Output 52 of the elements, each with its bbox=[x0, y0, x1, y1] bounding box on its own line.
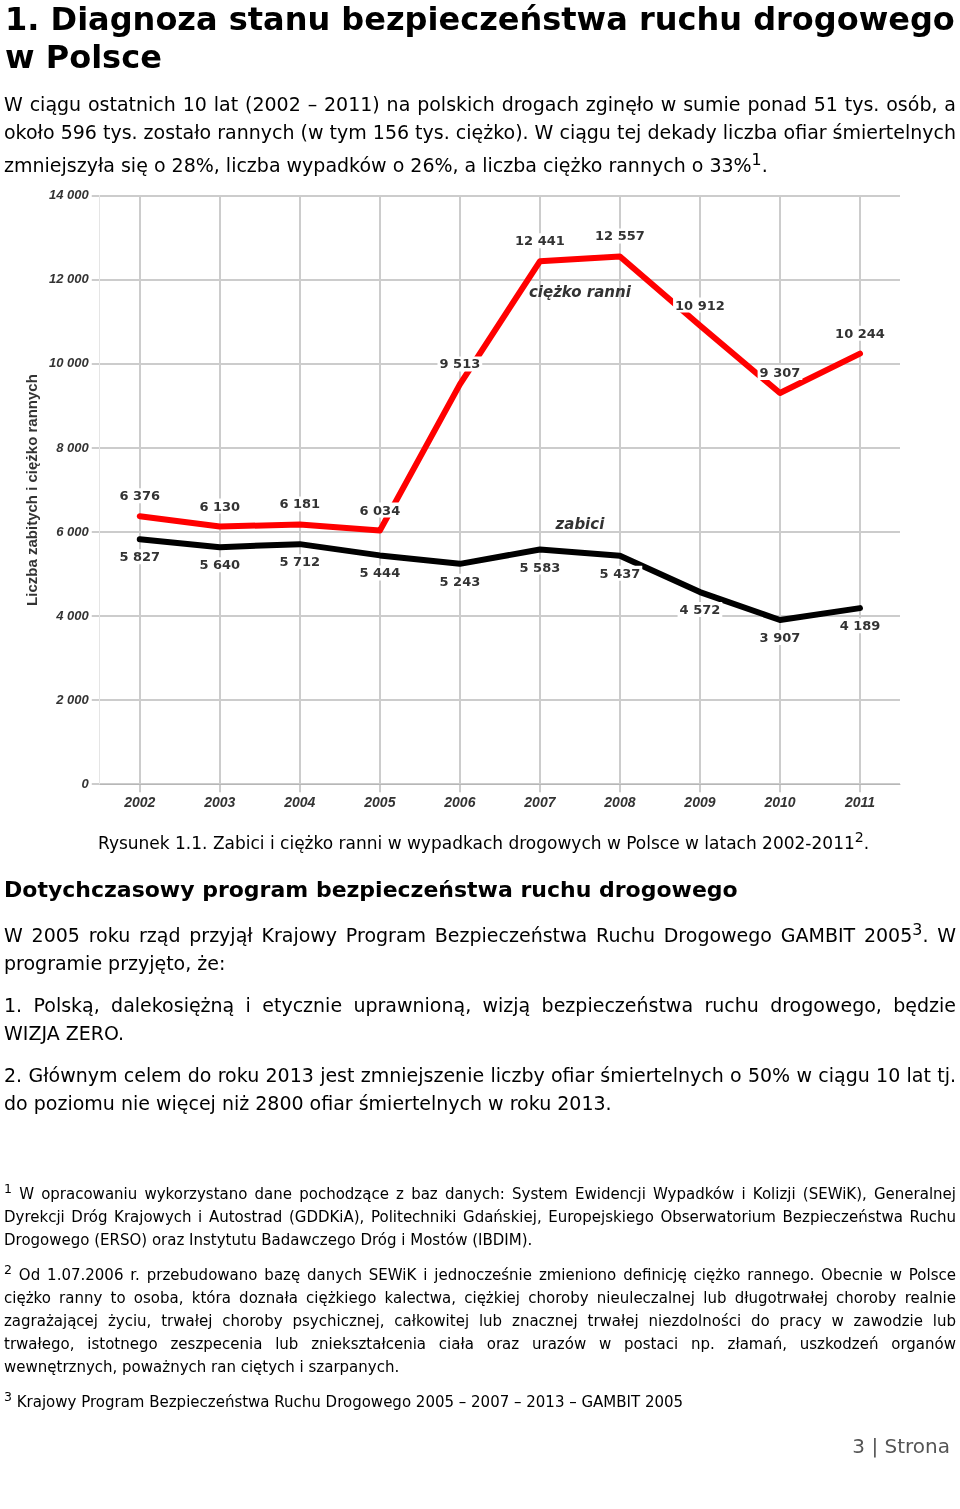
data-label: 6 034 bbox=[359, 502, 401, 518]
y-tick-label: 14 000 bbox=[49, 187, 90, 203]
x-tick-label: 2007 bbox=[523, 794, 557, 811]
y-tick-label: 2 000 bbox=[55, 692, 90, 708]
text: $^{1}$ W opracowaniu wykorzystano dane pochodzące z baz danych: System Ewidencji Wypadków i Kolizji (SEWiK), Generalnej Dyrekcji Dróg Krajowych i Autostrad (GDDKiA), Politechniki Gdańskiej, Europejskiego Obserwatorium Bezpieczeństwa Ruchu Drogowego (ERSO) oraz Instytutu Badawczego Dróg i Mostów (IBDIM). bbox=[4, 1180, 956, 1252]
series-label: ciężko ranni bbox=[528, 283, 632, 302]
data-label: 4 572 bbox=[679, 602, 721, 618]
text: Rysunek 1.1. Zabici i ciężko ranni w wypadkach drogowych w Polsce w latach 2002-2011$^{2}$. bbox=[98, 829, 871, 853]
x-tick-label: 2002 bbox=[123, 794, 156, 811]
text: $^{3}$ Krajowy Program Bezpieczeństwa Ruchu Drogowego 2005 – 2007 – 2013 – GAMBIT 2005 bbox=[4, 1388, 685, 1414]
data-label: 12 441 bbox=[515, 233, 565, 249]
data-label: 3 907 bbox=[759, 630, 801, 646]
series-label: zabici bbox=[554, 514, 606, 533]
text: W 2005 roku rząd przyjął Krajowy Program Bezpieczeństwa Ruchu Drogowego GAMBIT 2005$^{3}$. W programie przyjęto, że: bbox=[4, 919, 956, 975]
data-label: 6 376 bbox=[119, 488, 161, 504]
data-label: 10 244 bbox=[835, 325, 885, 341]
data-label: 5 712 bbox=[279, 554, 321, 570]
chart-subtitle: W ciągu ostatnich 10 lat (2002 – 2011) na polskich drogach zginęło w sumie ponad 51 tys. osób, a około 596 tys. zostało rannych (w tym 156 tys. ciężko). W ciągu tej dekady liczba ofiar śmiertelnych zmniejszyła się o 28%, liczba wypadków o 26%, a liczba ciężko rannych o 33%$^{1}$. bbox=[4, 92, 957, 179]
data-label: 5 243 bbox=[439, 574, 481, 590]
x-tick-label: 2006 bbox=[443, 794, 476, 811]
y-axis-title: Liczba zabitych i ciężko rannych bbox=[23, 374, 41, 607]
data-label: 6 181 bbox=[279, 496, 321, 512]
text: 2. Głównym celem do roku 2013 jest zmniejszenie liczby ofiar śmiertelnych o 50% w ciągu 10 lat tj. do poziomu nie więcej niż 2800 ofiar śmiertelnych w roku 2013. bbox=[4, 1063, 956, 1117]
data-label: 9 307 bbox=[759, 365, 801, 381]
x-tick-label: 2009 bbox=[683, 794, 716, 811]
data-label: 4 189 bbox=[839, 618, 881, 634]
x-tick-label: 2010 bbox=[763, 794, 796, 811]
x-tick-label: 2003 bbox=[203, 794, 236, 811]
data-label: 5 444 bbox=[359, 565, 401, 581]
x-tick-label: 2005 bbox=[363, 794, 396, 811]
y-tick-label: 0 bbox=[81, 776, 90, 792]
data-label: 10 912 bbox=[675, 297, 725, 313]
text: $^{2}$ Od 1.07.2006 r. przebudowano bazę danych SEWiK i jednocześnie zmieniono definicję ciężko rannego. Obecnie w Polsce ciężko ranny to osoba, która doznała ciężkiego kalectwa, ciężkiej choroby nieuleczalnej lub długotrwałej choroby realnie zagrażającej życiu, trwałej choroby psychicznej, całkowitej lub znacznej trwałej niezdolności do pracy w zawodzie lub trwałego, istotnego zeszpecenia lub zniekształcenia ciała oraz urazów w postaci np. złamań, uszkodzeń organów wewnętrznych, poważnych ran ciętych i szarpanych. bbox=[4, 1261, 956, 1379]
y-tick-label: 6 000 bbox=[56, 523, 90, 539]
y-tick-label: 8 000 bbox=[56, 439, 90, 455]
data-label: 9 513 bbox=[439, 356, 481, 372]
data-label: 12 557 bbox=[595, 228, 645, 244]
data-label: 5 437 bbox=[599, 566, 641, 582]
data-label: 5 827 bbox=[119, 549, 161, 565]
chart-title: 1. Diagnoza stanu bezpieczeństwa ruchu drogowego w Polsce bbox=[5, 0, 956, 76]
data-label: 6 130 bbox=[199, 498, 241, 514]
text: 1. Polską, dalekosiężną i etycznie uprawnioną, wizją bezpieczeństwa ruchu drogowego, będzie WIZJA ZERO. bbox=[4, 993, 956, 1047]
x-tick-label: 2011 bbox=[843, 794, 876, 811]
x-tick-label: 2004 bbox=[283, 794, 316, 811]
data-label: 5 583 bbox=[519, 559, 561, 575]
text: Dotychczasowy program bezpieczeństwa ruchu drogowego bbox=[4, 876, 739, 902]
x-tick-label: 2008 bbox=[603, 794, 636, 811]
y-tick-label: 4 000 bbox=[55, 607, 90, 623]
text: 3 | Strona bbox=[851, 1434, 950, 1459]
y-tick-label: 12 000 bbox=[49, 271, 90, 287]
data-label: 5 640 bbox=[199, 557, 241, 573]
y-tick-label: 10 000 bbox=[49, 355, 90, 371]
